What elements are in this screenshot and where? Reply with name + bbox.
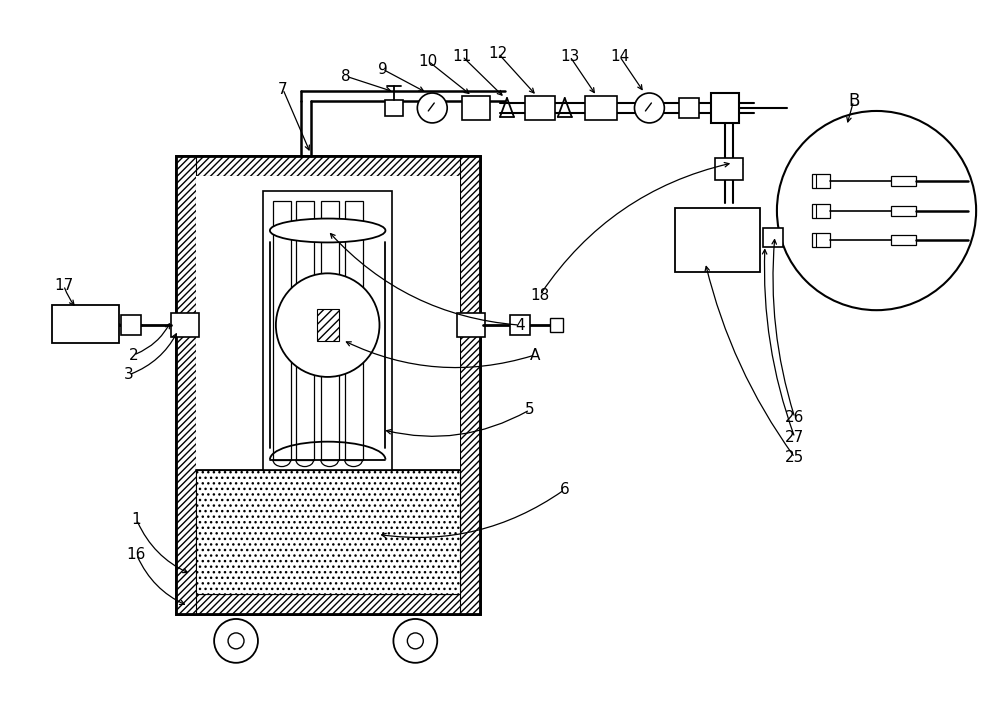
Bar	[317, 309, 339, 341]
Bar	[89, 318, 102, 332]
Bar	[196, 470, 460, 594]
Bar	[763, 227, 783, 247]
Bar	[345, 200, 363, 460]
Text: A: A	[530, 347, 540, 362]
Text: 17: 17	[54, 278, 73, 293]
Bar	[52, 305, 119, 343]
Bar	[296, 200, 314, 460]
Text: 9: 9	[378, 61, 387, 76]
Text: 5: 5	[525, 402, 535, 417]
Ellipse shape	[270, 219, 385, 242]
Bar	[385, 100, 403, 116]
Text: 27: 27	[785, 430, 804, 445]
Bar	[321, 200, 339, 460]
Bar	[715, 158, 743, 180]
Bar	[273, 200, 291, 460]
Bar	[891, 175, 916, 185]
Bar	[196, 175, 460, 594]
Bar	[679, 98, 699, 118]
Text: 26: 26	[785, 410, 805, 425]
Text: 8: 8	[341, 68, 350, 83]
Bar	[176, 155, 480, 614]
Bar	[550, 318, 563, 332]
Bar	[462, 96, 490, 120]
Circle shape	[393, 619, 437, 663]
Bar	[812, 204, 830, 217]
Text: 12: 12	[488, 46, 508, 61]
Circle shape	[276, 273, 379, 377]
Circle shape	[777, 111, 976, 310]
Bar	[711, 93, 739, 123]
Bar	[525, 96, 555, 120]
Bar	[176, 155, 196, 614]
Bar	[812, 174, 830, 188]
Circle shape	[228, 633, 244, 649]
Text: 7: 7	[278, 81, 288, 96]
Bar	[176, 155, 480, 175]
Bar	[891, 235, 916, 245]
Text: 13: 13	[560, 48, 579, 63]
Circle shape	[214, 619, 258, 663]
Text: 18: 18	[530, 288, 549, 303]
Circle shape	[634, 93, 664, 123]
Text: 2: 2	[129, 347, 138, 362]
Bar	[176, 155, 480, 614]
Bar	[171, 313, 199, 337]
Text: 25: 25	[785, 450, 804, 465]
Bar	[263, 190, 392, 470]
Text: 1: 1	[132, 512, 141, 527]
Circle shape	[417, 93, 447, 123]
Text: 16: 16	[127, 547, 146, 562]
Bar	[460, 155, 480, 614]
Text: 14: 14	[610, 48, 629, 63]
Text: 6: 6	[560, 482, 570, 497]
Bar	[675, 207, 760, 272]
Text: 4: 4	[515, 317, 525, 333]
Text: 3: 3	[124, 367, 133, 382]
Bar	[585, 96, 617, 120]
Bar	[510, 315, 530, 335]
Text: 11: 11	[453, 48, 472, 63]
Bar	[121, 315, 141, 335]
Bar	[457, 313, 485, 337]
Bar	[812, 233, 830, 247]
Text: 10: 10	[419, 53, 438, 68]
Bar	[891, 205, 916, 215]
Circle shape	[407, 633, 423, 649]
Bar	[176, 594, 480, 614]
Text: B: B	[848, 92, 859, 110]
